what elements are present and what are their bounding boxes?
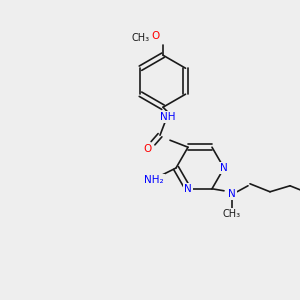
Text: N: N <box>220 163 228 173</box>
Text: CH₃: CH₃ <box>132 33 150 43</box>
Text: N: N <box>184 184 192 194</box>
Text: NH: NH <box>160 112 176 122</box>
Text: O: O <box>144 144 152 154</box>
Text: CH₃: CH₃ <box>223 209 241 219</box>
Text: NH₂: NH₂ <box>144 175 164 185</box>
Text: N: N <box>228 189 236 199</box>
Text: O: O <box>151 31 159 41</box>
